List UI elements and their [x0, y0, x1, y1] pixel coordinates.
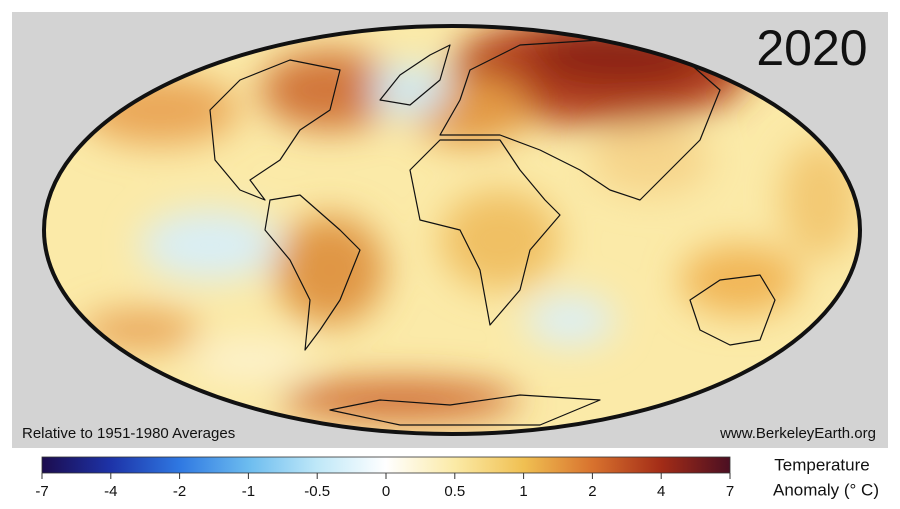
colorbar: -7 -4 -2 -1 -0.5 0 0.5 1 2 4 7	[35, 456, 734, 500]
baseline-note: Relative to 1951-1980 Averages	[22, 425, 235, 442]
globe-outline	[42, 24, 862, 436]
colorbar-tick-label: -4	[104, 483, 117, 500]
colorbar-tick-label: -2	[173, 483, 186, 500]
colorbar-tick-label: 7	[726, 483, 734, 500]
colorbar-tick-label: 0	[382, 483, 390, 500]
anomaly-field	[44, 26, 860, 434]
colorbar-tick-label: -7	[35, 483, 48, 500]
colorbar-tick-label: 2	[588, 483, 596, 500]
colorbar-title: Temperature	[774, 455, 869, 474]
colorbar-tick-label: -1	[242, 483, 255, 500]
colorbar-tick-label: 1	[519, 483, 527, 500]
colorbar-tick-label: -0.5	[304, 483, 330, 500]
colorbar-tick-label: 4	[657, 483, 665, 500]
source-note: www.BerkeleyEarth.org	[719, 425, 876, 442]
colorbar-title: Anomaly (° C)	[773, 480, 879, 499]
year-label: 2020	[756, 20, 867, 76]
colorbar-tick-label: 0.5	[444, 483, 465, 500]
colorbar-scale	[41, 456, 731, 474]
